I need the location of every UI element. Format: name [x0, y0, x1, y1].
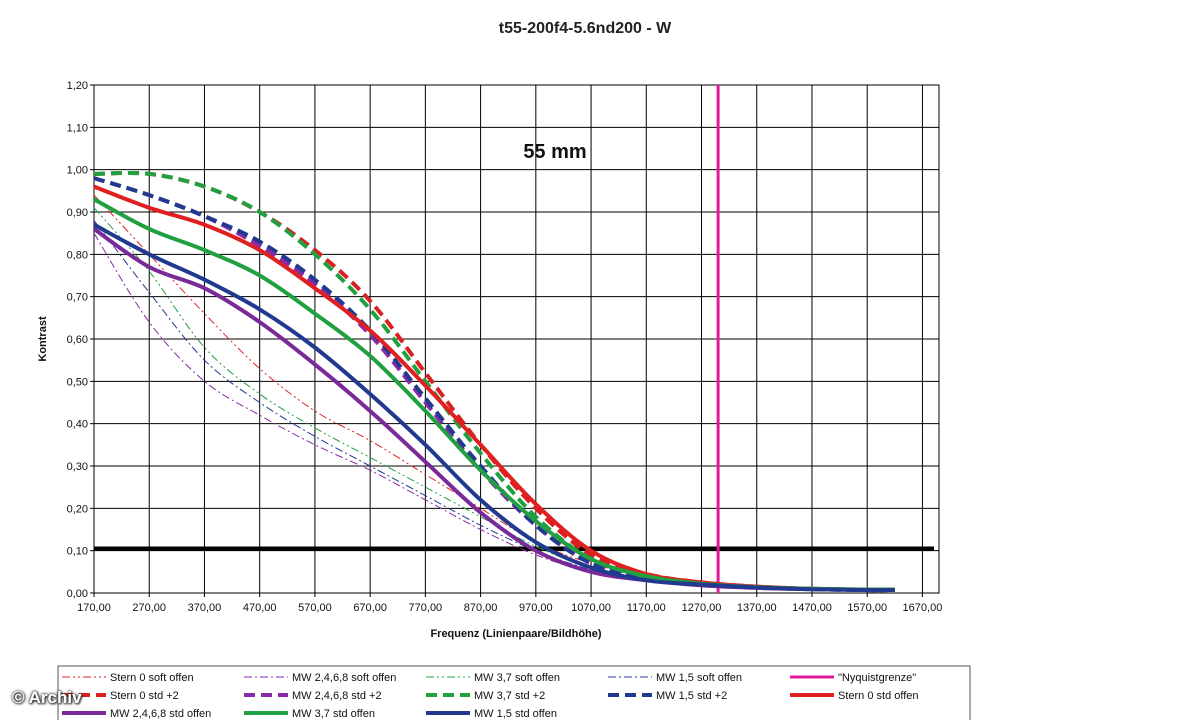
x-tick-label: 1270,00: [682, 602, 722, 614]
legend-label: MW 1,5 std +2: [656, 690, 727, 702]
legend-label: MW 2,4,6,8 std offen: [110, 708, 211, 720]
y-tick-labels: 0,00 0,10 0,20 0,30 0,40 0,50 0,60 0,70 0,80 0,90…: [67, 80, 88, 600]
legend-label: Stern 0 std offen: [838, 690, 919, 702]
x-tick-labels: 170,00 270,00 370,00 470,00 570,00 670,00 770,…: [77, 602, 942, 614]
x-tick-label: 770,00: [409, 602, 443, 614]
y-tick-label: 0,10: [67, 546, 88, 558]
y-tick-label: 0,80: [67, 249, 88, 261]
x-tick-label: 270,00: [132, 602, 166, 614]
y-tick-label: 0,00: [67, 588, 88, 600]
series-line-12: [93, 222, 895, 593]
legend-label: MW 2,4,6,8 std +2: [292, 690, 382, 702]
legend-label: Stern 0 soft offen: [110, 672, 194, 684]
y-tick-label: 0,50: [67, 376, 88, 388]
series-group: [92, 85, 934, 593]
x-tick-label: 1170,00: [627, 602, 666, 614]
legend-label: MW 2,4,6,8 soft offen: [292, 672, 396, 684]
x-tick-label: 570,00: [298, 602, 332, 614]
x-tick-label: 670,00: [353, 602, 387, 614]
x-tick-label: 870,00: [464, 602, 498, 614]
chart-title: t55-200f4-5.6nd200 - W: [499, 20, 672, 37]
grid: [90, 84, 939, 597]
x-tick-label: 1670,00: [903, 602, 943, 614]
x-tick-label: 1570,00: [847, 602, 887, 614]
x-axis-label: Frequenz (Linienpaare/Bildhöhe): [430, 628, 601, 640]
y-tick-label: 0,60: [67, 334, 88, 346]
series-line-0: [93, 194, 895, 591]
legend: Stern 0 soft offen MW 2,4,6,8 soft offen M…: [62, 672, 919, 720]
legend-label: Stern 0 std +2: [110, 690, 179, 702]
x-tick-label: 970,00: [519, 602, 553, 614]
y-tick-label: 0,70: [67, 292, 88, 304]
legend-label: MW 1,5 soft offen: [656, 672, 742, 684]
y-tick-label: 1,20: [67, 80, 88, 92]
legend-label: MW 3,7 soft offen: [474, 672, 560, 684]
legend-label: MW 1,5 std offen: [474, 708, 557, 720]
legend-label: MW 3,7 std offen: [292, 708, 375, 720]
x-tick-label: 1470,00: [792, 602, 832, 614]
x-tick-label: 470,00: [243, 602, 277, 614]
x-tick-label: 1070,00: [571, 602, 611, 614]
archive-watermark: © Archiv: [12, 688, 82, 707]
y-tick-label: 0,20: [67, 503, 88, 515]
x-tick-label: 370,00: [188, 602, 222, 614]
x-tick-label: 170,00: [77, 602, 111, 614]
y-tick-label: 0,90: [67, 207, 88, 219]
y-axis-label: Kontrast: [37, 316, 49, 362]
legend-label: "Nyquistgrenze": [838, 672, 916, 684]
focal-annotation: 55 mm: [523, 141, 586, 163]
y-tick-label: 1,00: [67, 165, 88, 177]
y-tick-label: 0,40: [67, 419, 88, 431]
legend-box: [57, 665, 971, 720]
legend-label: MW 3,7 std +2: [474, 690, 545, 702]
y-tick-label: 1,10: [67, 122, 88, 134]
y-tick-label: 0,30: [67, 461, 88, 473]
x-tick-label: 1370,00: [737, 602, 777, 614]
